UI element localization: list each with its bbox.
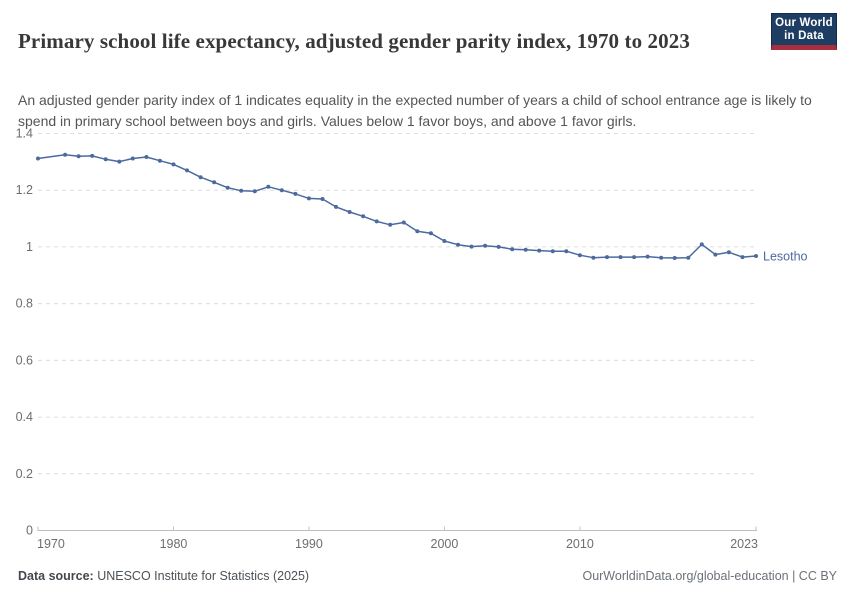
data-point[interactable] xyxy=(686,255,691,260)
data-point[interactable] xyxy=(726,250,731,255)
data-point[interactable] xyxy=(713,252,718,257)
data-line[interactable] xyxy=(37,154,757,259)
data-point[interactable] xyxy=(374,219,379,224)
data-source-text: UNESCO Institute for Statistics (2025) xyxy=(93,569,310,583)
data-point[interactable] xyxy=(550,249,555,254)
data-point[interactable] xyxy=(212,180,217,185)
data-point[interactable] xyxy=(144,155,149,159)
data-point[interactable] xyxy=(401,220,406,225)
x-tick-label: 1970 xyxy=(37,537,65,551)
data-point[interactable] xyxy=(279,188,284,193)
y-tick-label: 1 xyxy=(26,240,33,254)
series-end-label[interactable]: Lesotho xyxy=(763,250,808,264)
x-tick-label: 2010 xyxy=(566,537,594,551)
data-point[interactable] xyxy=(577,253,582,258)
y-tick-label: 1.4 xyxy=(16,127,33,141)
chart-footer: Data source: UNESCO Institute for Statis… xyxy=(18,569,837,583)
data-point[interactable] xyxy=(523,247,528,252)
data-point[interactable] xyxy=(510,247,515,252)
data-point[interactable] xyxy=(483,243,488,248)
y-tick-label: 1.2 xyxy=(16,183,33,197)
data-point[interactable] xyxy=(618,255,623,260)
data-point[interactable] xyxy=(659,255,664,260)
data-point[interactable] xyxy=(198,175,203,180)
data-point[interactable] xyxy=(334,204,338,209)
data-point[interactable] xyxy=(117,159,122,164)
data-point[interactable] xyxy=(605,255,609,260)
y-tick-label: 0.6 xyxy=(16,353,33,367)
x-tick-label: 1980 xyxy=(160,537,188,551)
x-tick-label: 2023 xyxy=(730,537,758,551)
data-point[interactable] xyxy=(130,156,135,161)
y-tick-label: 0.2 xyxy=(16,467,33,481)
data-point[interactable] xyxy=(428,231,433,236)
chart-subtitle: An adjusted gender parity index of 1 ind… xyxy=(18,92,812,129)
data-point[interactable] xyxy=(63,152,68,157)
data-point[interactable] xyxy=(225,185,230,190)
data-point[interactable] xyxy=(103,157,108,162)
data-point[interactable] xyxy=(632,255,637,260)
data-point[interactable] xyxy=(76,154,81,159)
data-point[interactable] xyxy=(347,210,352,214)
data-point[interactable] xyxy=(266,184,271,189)
data-point[interactable] xyxy=(306,196,311,201)
data-point[interactable] xyxy=(645,254,650,259)
data-point[interactable] xyxy=(456,242,460,247)
y-tick-label: 0.8 xyxy=(16,297,33,311)
data-point[interactable] xyxy=(90,153,95,158)
data-point[interactable] xyxy=(320,197,325,201)
y-tick-label: 0.4 xyxy=(16,410,33,424)
data-point[interactable] xyxy=(415,229,420,234)
line-chart-plot-area[interactable]: 0 0.2 0.4 0.6 0.8 1 1.2 1.4 1970 1980 1990 2000 2010… xyxy=(0,120,850,565)
data-point[interactable] xyxy=(239,188,244,193)
data-point[interactable] xyxy=(361,214,366,219)
data-point[interactable] xyxy=(672,256,677,260)
data-source-note[interactable]: Data source: UNESCO Institute for Statis… xyxy=(18,569,309,583)
x-tick-label: 2000 xyxy=(431,537,459,551)
data-point[interactable] xyxy=(293,191,298,196)
owid-logo-line2: in Data xyxy=(784,29,824,42)
data-point[interactable] xyxy=(699,242,704,247)
data-point[interactable] xyxy=(496,244,501,249)
y-tick-label: 0 xyxy=(26,524,33,538)
data-point[interactable] xyxy=(537,248,542,253)
data-point[interactable] xyxy=(36,156,40,161)
owid-logo[interactable]: Our World in Data xyxy=(771,13,837,50)
data-point[interactable] xyxy=(740,255,745,260)
data-point[interactable] xyxy=(388,222,393,227)
x-tick-label: 1990 xyxy=(295,537,323,551)
data-point[interactable] xyxy=(442,239,447,243)
data-point[interactable] xyxy=(591,255,596,260)
data-point[interactable] xyxy=(564,249,569,254)
credit-link[interactable]: OurWorldinData.org/global-education | CC… xyxy=(582,569,837,583)
data-point[interactable] xyxy=(469,244,474,249)
data-point[interactable] xyxy=(157,158,162,163)
owid-logo-line1: Our World xyxy=(775,16,833,29)
data-source-label: Data source: xyxy=(18,569,94,583)
data-point[interactable] xyxy=(185,168,189,173)
chart-title: Primary school life expectancy, adjusted… xyxy=(18,29,690,54)
data-point[interactable] xyxy=(171,162,176,167)
data-point[interactable] xyxy=(754,254,758,258)
data-point[interactable] xyxy=(252,189,257,194)
